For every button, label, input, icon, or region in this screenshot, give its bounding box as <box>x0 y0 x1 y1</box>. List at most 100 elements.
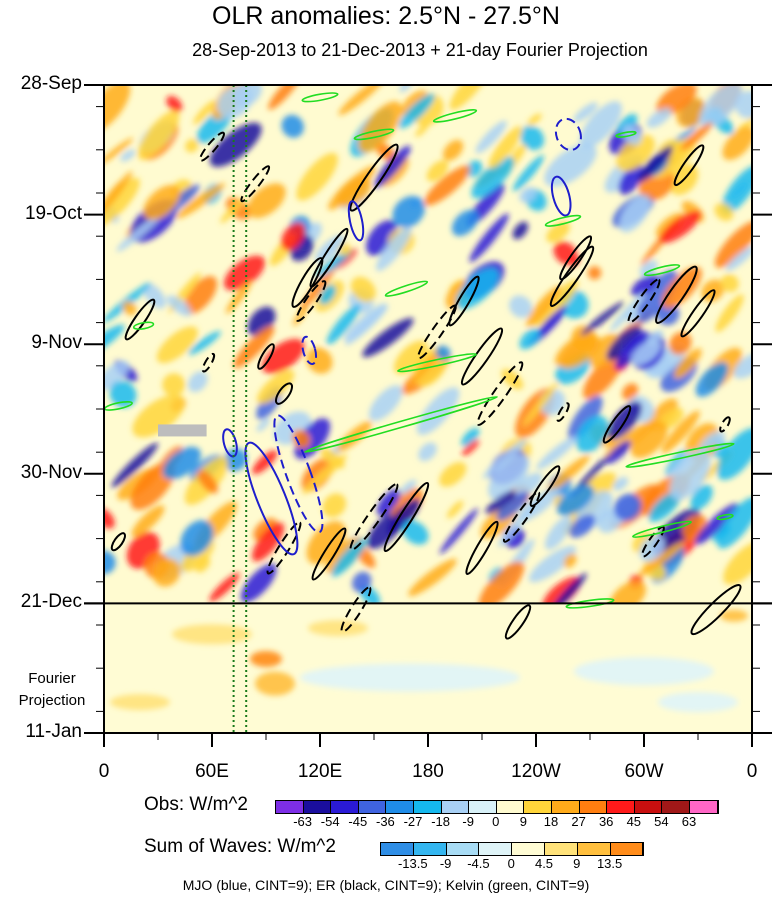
colorbar-cell <box>469 801 497 813</box>
obs-anomaly-cell <box>609 580 647 604</box>
obs-anomaly-cell <box>648 491 681 523</box>
obs-anomaly-cell <box>674 348 702 379</box>
y-tick-label: 19-Oct <box>24 202 82 224</box>
obs-anomaly-cell <box>376 488 401 516</box>
colorbar-cell <box>386 801 414 813</box>
y-tick-label: 11-Jan <box>25 721 82 742</box>
er-contour <box>257 343 275 370</box>
obs-anomaly-cell <box>358 101 403 153</box>
obs-anomaly-cell <box>209 572 240 602</box>
colorbar-strip <box>380 842 645 856</box>
obs-anomaly-cell <box>281 222 306 251</box>
kelvin-contour <box>432 109 478 123</box>
colorbar-cell <box>524 801 552 813</box>
obs-anomaly-cell <box>669 331 692 355</box>
obs-anomaly-cell <box>233 325 275 369</box>
colorbar-cell <box>479 843 513 855</box>
colorbar-cell <box>441 801 470 813</box>
colorbar-label: -27 <box>403 814 423 829</box>
projection-anomaly-cell <box>308 620 368 637</box>
colorbar-cell <box>512 843 545 855</box>
obs-anomaly-cell <box>350 276 376 303</box>
obs-anomaly-cell <box>188 331 221 355</box>
colorbar-cell <box>579 801 608 813</box>
obs-anomaly-cell <box>256 417 270 432</box>
obs-anomaly-cell <box>669 450 711 500</box>
obs-anomaly-cell <box>392 195 425 228</box>
obs-anomaly-cell <box>306 347 333 374</box>
obs-anomaly-cell <box>694 503 739 545</box>
obs-anomaly-cell <box>646 108 672 128</box>
er-contour <box>110 532 127 552</box>
colorbar-label: -9 <box>462 814 474 829</box>
chart-subtitle: 28-Sep-2013 to 21-Dec-2013 + 21-day Four… <box>192 40 648 60</box>
colorbar-title: Sum of Waves: W/m^2 <box>144 836 336 857</box>
colorbar-cell <box>634 801 663 813</box>
obs-anomaly-cell <box>563 553 577 568</box>
obs-anomaly-cell <box>281 114 304 138</box>
obs-anomaly-cell <box>338 85 385 116</box>
er-contour <box>680 289 716 338</box>
obs-anomaly-cell <box>402 520 429 545</box>
obs-anomaly-cell <box>296 152 338 201</box>
colorbar-cell <box>607 801 635 813</box>
obs-anomaly-cell <box>512 221 529 240</box>
obs-anomaly-cell <box>116 215 160 252</box>
obs-anomaly-cell <box>183 276 218 315</box>
kelvin-contour <box>643 264 681 277</box>
obs-anomaly-cell <box>176 183 225 219</box>
obs-anomaly-cell <box>220 197 245 224</box>
kelvin-contour <box>132 321 155 330</box>
obs-anomaly-cell <box>328 165 376 210</box>
mjo-contour <box>554 117 582 151</box>
obs-anomaly-cell <box>120 149 136 162</box>
mjo-contour <box>301 335 318 366</box>
colorbar-label: 63 <box>681 814 697 829</box>
obs-anomaly-cell <box>722 126 752 161</box>
obs-anomaly-cell <box>714 221 752 268</box>
obs-anomaly-cell <box>725 246 752 272</box>
obs-anomaly-cell <box>461 427 480 447</box>
obs-anomaly-cell <box>443 139 464 161</box>
obs-anomaly-cell <box>618 164 645 195</box>
obs-anomaly-cell <box>619 195 651 233</box>
obs-anomaly-cell <box>369 385 403 421</box>
colorbar-label: -54 <box>320 814 340 829</box>
er-contour <box>690 584 742 636</box>
colorbar-label: 9 <box>573 856 581 871</box>
obs-anomaly-cell <box>660 210 701 244</box>
er-contour <box>673 144 705 187</box>
obs-anomaly-cell <box>418 442 437 462</box>
obs-anomaly-cell <box>695 362 729 397</box>
obs-anomaly-cell <box>475 120 507 154</box>
projection-anomaly-cell <box>720 609 748 622</box>
er-contour <box>311 527 347 581</box>
obs-anomaly-cell <box>193 100 216 125</box>
obs-anomaly-cell <box>111 442 158 488</box>
obs-anomaly-cell <box>294 418 331 460</box>
colorbar-cell <box>381 843 414 855</box>
kelvin-contour <box>301 92 339 103</box>
obs-anomaly-cell <box>415 121 430 137</box>
obs-anomaly-cell <box>345 304 389 346</box>
colorbar-cell <box>414 801 442 813</box>
obs-anomaly-cell <box>606 325 642 361</box>
obs-anomaly-cell <box>247 183 286 218</box>
fourier-projection-label: Fourier Projection <box>18 670 86 709</box>
obs-anomaly-cell <box>137 110 180 160</box>
obs-anomaly-cell <box>456 268 499 310</box>
obs-anomaly-cell <box>376 226 412 272</box>
er-contour <box>340 586 372 633</box>
colorbar-cell <box>303 801 332 813</box>
er-contour <box>549 245 595 307</box>
obs-anomaly-cell <box>622 383 639 401</box>
obs-anomaly-cell <box>185 138 199 153</box>
mjo-contour <box>273 414 324 534</box>
er-contour <box>529 465 561 507</box>
mjo-contour <box>550 175 572 217</box>
obs-anomaly-cell <box>252 450 278 475</box>
obs-anomaly-cell <box>152 558 181 587</box>
reference-lines <box>232 85 248 733</box>
obs-anomaly-cell <box>292 429 311 449</box>
kelvin-contour <box>384 280 429 297</box>
